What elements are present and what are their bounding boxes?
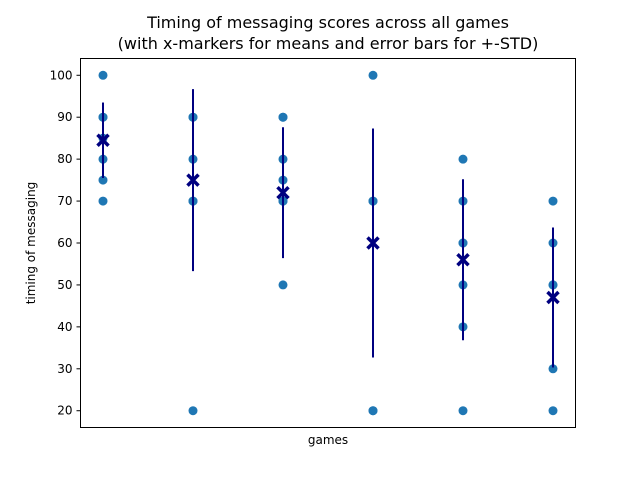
data-point [458,154,468,164]
plot-frame [80,58,576,428]
mean-marker [366,236,380,250]
data-point [98,196,108,206]
y-tick-label: 100 [50,68,73,82]
data-point [98,70,108,80]
data-point [188,406,198,416]
plot-marks [96,70,560,416]
y-tick-label: 20 [57,404,72,418]
x-axis-label: games [308,433,348,447]
data-point [368,406,378,416]
mean-marker [456,253,470,267]
y-tick-label: 60 [57,236,72,250]
data-point [458,406,468,416]
y-axis-label: timing of messaging [24,182,38,305]
mean-marker [276,185,290,200]
y-tick-label: 70 [57,194,72,208]
data-point [278,280,288,290]
y-tick-label: 50 [57,278,72,292]
y-tick-label: 30 [57,362,72,376]
chart-subtitle: (with x-markers for means and error bars… [118,34,539,53]
mean-marker [546,290,560,305]
y-axis-ticks: 20 30 40 50 60 70 80 90 100 [50,68,81,418]
mean-marker [96,133,110,148]
data-point [548,196,558,206]
data-point [98,175,108,185]
data-point [278,112,288,122]
data-point [368,70,378,80]
y-tick-label: 80 [57,152,72,166]
chart-title: Timing of messaging scores across all ga… [146,13,509,32]
data-point [548,406,558,416]
y-tick-label: 40 [57,320,72,334]
y-tick-label: 90 [57,110,72,124]
mean-marker [186,173,200,187]
data-point [548,364,558,374]
